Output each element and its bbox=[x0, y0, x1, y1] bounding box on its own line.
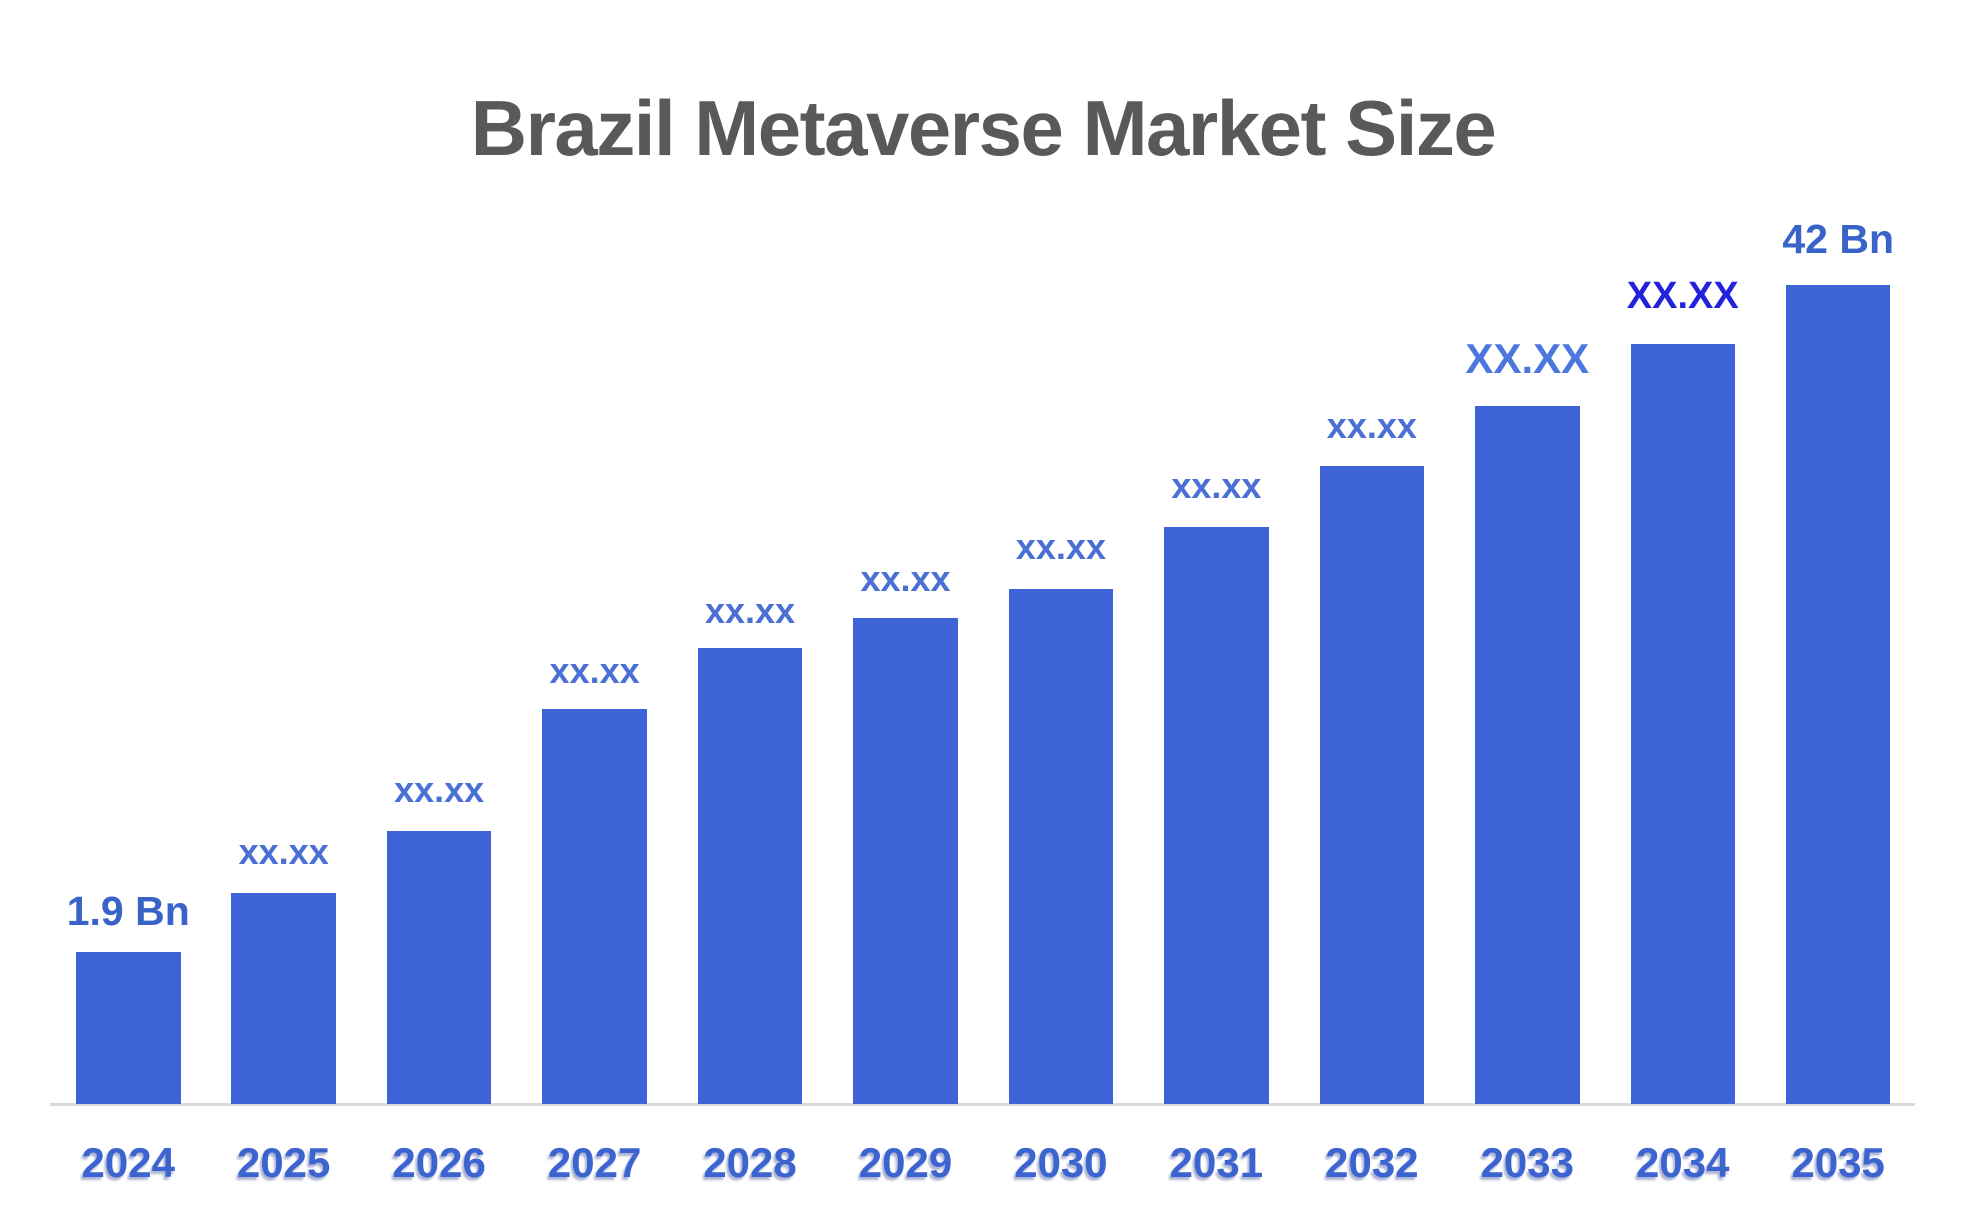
bar-2034 bbox=[1630, 344, 1735, 1104]
bar-2035 bbox=[1785, 285, 1891, 1104]
bar-2026 bbox=[386, 831, 492, 1104]
x-tick-2030: 2030 bbox=[1014, 1139, 1108, 1186]
value-label-2033: XX.XX bbox=[1465, 335, 1590, 382]
x-tick-2033: 2033 bbox=[1480, 1139, 1575, 1186]
value-label-2029: xx.xx bbox=[860, 558, 951, 599]
x-axis-line bbox=[50, 1103, 1915, 1106]
x-tick-2032: 2032 bbox=[1325, 1139, 1419, 1186]
value-label-2027: xx.xx bbox=[549, 650, 640, 691]
x-tick-2027: 2027 bbox=[547, 1139, 642, 1186]
bar-2031 bbox=[1164, 527, 1269, 1104]
bar-2028 bbox=[697, 648, 803, 1104]
value-label-2025: xx.xx bbox=[238, 831, 329, 872]
bar-2030 bbox=[1008, 589, 1114, 1104]
bar-2025 bbox=[231, 893, 336, 1104]
x-tick-2031: 2031 bbox=[1169, 1139, 1264, 1186]
x-tick-2029: 2029 bbox=[858, 1139, 953, 1186]
x-tick-2026: 2026 bbox=[392, 1139, 486, 1186]
x-tick-2025: 2025 bbox=[236, 1139, 331, 1186]
x-tick-2028: 2028 bbox=[703, 1139, 797, 1186]
value-label-2024: 1.9 Bn bbox=[66, 888, 190, 934]
value-label-2028: xx.xx bbox=[705, 590, 796, 631]
bar-2024 bbox=[76, 952, 181, 1104]
x-tick-2024: 2024 bbox=[81, 1139, 175, 1186]
value-label-2035: 42 Bn bbox=[1782, 216, 1895, 262]
value-label-2026: xx.xx bbox=[394, 769, 485, 810]
x-tick-2035: 2035 bbox=[1791, 1139, 1885, 1186]
bar-2027 bbox=[542, 709, 647, 1104]
value-label-2030: xx.xx bbox=[1015, 526, 1106, 567]
value-label-2034: XX.XX bbox=[1626, 275, 1739, 317]
bar-2029 bbox=[853, 618, 958, 1104]
bar-2032 bbox=[1319, 466, 1425, 1104]
x-tick-2034: 2034 bbox=[1636, 1139, 1730, 1186]
value-label-2031: xx.xx bbox=[1171, 465, 1262, 506]
chart-title: Brazil Metaverse Market Size bbox=[470, 84, 1497, 172]
bar-2033 bbox=[1475, 406, 1580, 1104]
value-label-2032: xx.xx bbox=[1326, 405, 1417, 446]
